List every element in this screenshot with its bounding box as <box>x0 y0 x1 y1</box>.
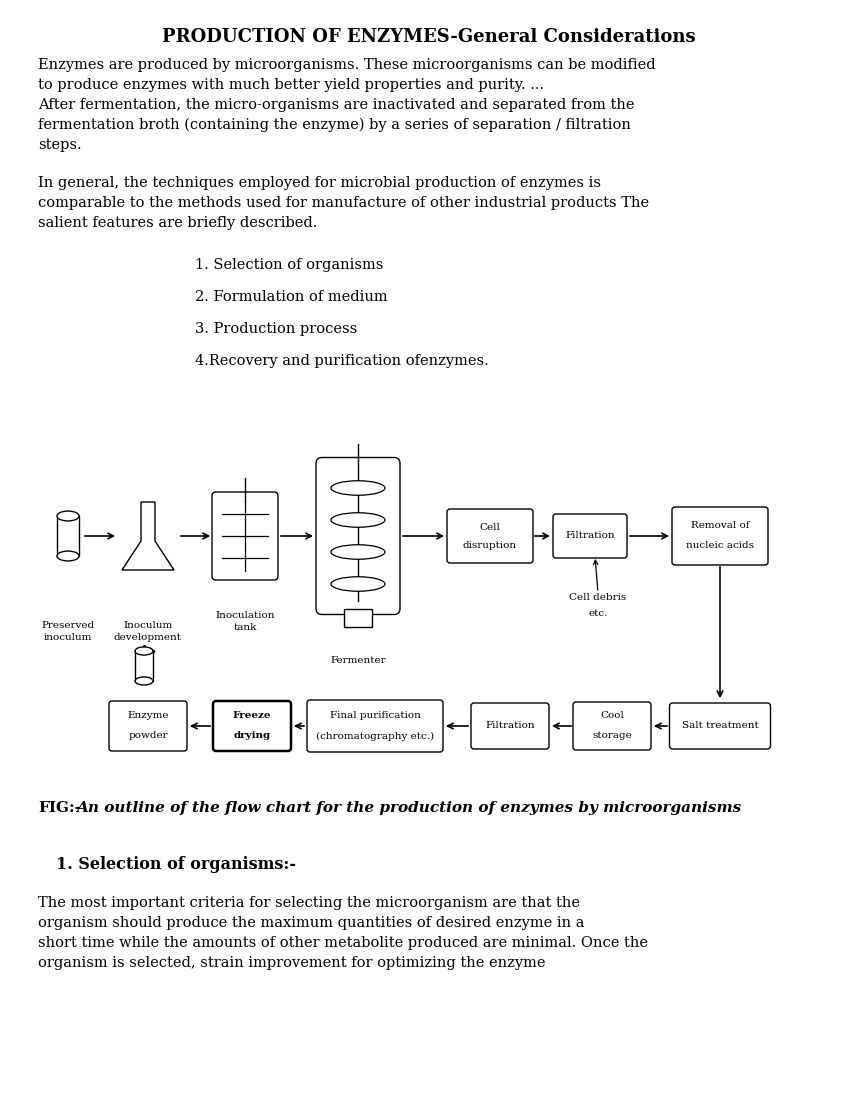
FancyBboxPatch shape <box>447 509 533 563</box>
Text: Preserved
inoculum: Preserved inoculum <box>42 621 94 641</box>
Bar <box>343 608 372 627</box>
Ellipse shape <box>57 551 79 561</box>
FancyBboxPatch shape <box>553 514 627 558</box>
FancyBboxPatch shape <box>307 700 443 752</box>
Text: PRODUCTION OF ENZYMES-General Considerations: PRODUCTION OF ENZYMES-General Considerat… <box>162 28 696 46</box>
Text: Removal of: Removal of <box>691 521 749 530</box>
FancyBboxPatch shape <box>573 702 651 750</box>
Text: Cell debris: Cell debris <box>570 593 626 602</box>
Text: drying: drying <box>234 732 270 740</box>
Text: organism should produce the maximum quantities of desired enzyme in a: organism should produce the maximum quan… <box>38 916 585 930</box>
Text: Salt treatment: Salt treatment <box>682 722 758 730</box>
Text: powder: powder <box>128 732 167 740</box>
Text: organism is selected, strain improvement for optimizing the enzyme: organism is selected, strain improvement… <box>38 956 546 970</box>
Text: 1. Selection of organisms: 1. Selection of organisms <box>195 258 383 272</box>
Text: steps.: steps. <box>38 138 82 152</box>
FancyBboxPatch shape <box>109 701 187 751</box>
Ellipse shape <box>135 676 153 685</box>
FancyBboxPatch shape <box>212 492 278 580</box>
Bar <box>135 651 153 681</box>
Text: storage: storage <box>592 732 632 740</box>
Ellipse shape <box>331 576 385 592</box>
FancyBboxPatch shape <box>213 701 291 751</box>
Text: Cool: Cool <box>600 712 624 720</box>
Polygon shape <box>122 502 174 570</box>
Text: Cell: Cell <box>479 522 501 531</box>
Ellipse shape <box>57 512 79 521</box>
Text: In general, the techniques employed for microbial production of enzymes is: In general, the techniques employed for … <box>38 176 601 190</box>
Text: (chromatography etc.): (chromatography etc.) <box>316 732 434 740</box>
Ellipse shape <box>331 513 385 527</box>
Text: FIG:-: FIG:- <box>38 801 81 815</box>
Bar <box>57 516 79 556</box>
Text: An outline of the flow chart for the production of enzymes by microorganisms: An outline of the flow chart for the pro… <box>76 801 741 815</box>
Ellipse shape <box>331 544 385 559</box>
Text: Enzymes are produced by microorganisms. These microorganisms can be modified: Enzymes are produced by microorganisms. … <box>38 58 655 72</box>
FancyBboxPatch shape <box>471 703 549 749</box>
Text: etc.: etc. <box>588 609 608 618</box>
Text: 3. Production process: 3. Production process <box>195 322 357 335</box>
Text: 1. Selection of organisms:-: 1. Selection of organisms:- <box>56 856 296 873</box>
FancyBboxPatch shape <box>316 458 400 615</box>
Text: Inoculation
tank: Inoculation tank <box>215 610 275 631</box>
Text: Final purification: Final purification <box>330 712 421 720</box>
Text: fermentation broth (containing the enzyme) by a series of separation / filtratio: fermentation broth (containing the enzym… <box>38 118 631 132</box>
Text: Filtration: Filtration <box>565 531 615 540</box>
Ellipse shape <box>135 647 153 656</box>
Text: to produce enzymes with much better yield properties and purity. ...: to produce enzymes with much better yiel… <box>38 78 544 92</box>
Text: The most important criteria for selecting the microorganism are that the: The most important criteria for selectin… <box>38 896 580 910</box>
Text: After fermentation, the micro-organisms are inactivated and separated from the: After fermentation, the micro-organisms … <box>38 98 634 112</box>
Text: Inoculum
development: Inoculum development <box>114 621 182 641</box>
Text: disruption: disruption <box>463 540 517 550</box>
FancyBboxPatch shape <box>672 507 768 565</box>
Text: 2. Formulation of medium: 2. Formulation of medium <box>195 290 388 304</box>
Ellipse shape <box>331 481 385 495</box>
Text: Enzyme: Enzyme <box>128 712 169 720</box>
FancyBboxPatch shape <box>670 703 770 749</box>
Text: short time while the amounts of other metabolite produced are minimal. Once the: short time while the amounts of other me… <box>38 936 648 950</box>
Text: Filtration: Filtration <box>485 722 535 730</box>
Text: Fermenter: Fermenter <box>330 656 386 666</box>
Text: Freeze: Freeze <box>233 712 271 720</box>
Text: 4.Recovery and purification ofenzymes.: 4.Recovery and purification ofenzymes. <box>195 354 489 368</box>
Text: salient features are briefly described.: salient features are briefly described. <box>38 216 317 230</box>
Text: comparable to the methods used for manufacture of other industrial products The: comparable to the methods used for manuf… <box>38 196 649 210</box>
Text: nucleic acids: nucleic acids <box>686 541 754 550</box>
